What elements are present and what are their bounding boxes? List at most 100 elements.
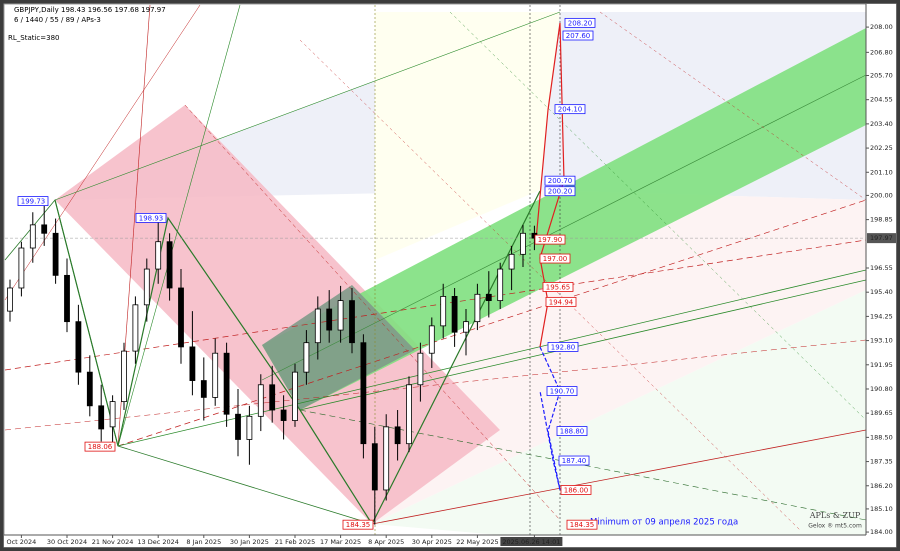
price-label: 198.93 (139, 214, 164, 222)
y-tick-label: 204.55 (870, 96, 893, 104)
price-label-box (17, 196, 49, 206)
price-label: 199.73 (21, 198, 46, 206)
time-highlight (500, 537, 563, 546)
candle-body (417, 352, 424, 386)
price-label-box (546, 386, 578, 396)
price-label: 190.70 (550, 388, 575, 396)
candle-body (41, 224, 48, 234)
candle-body (121, 350, 127, 403)
y-tick-label: 185.10 (870, 505, 893, 513)
candle-body (280, 409, 287, 421)
x-tick-label: 17 Mar 2025 (320, 538, 361, 546)
price-label-box (342, 519, 374, 530)
candle-body (497, 268, 504, 302)
x-tick-label: 2025.06.26 14:01 (502, 538, 560, 546)
note: Minimum от 09 апреля 2025 года (590, 518, 738, 528)
x-tick-label: 30 Jan 2025 (230, 538, 269, 546)
watermark: APLs & ZUP (809, 511, 861, 520)
candle-body (394, 426, 401, 445)
y-tick-label: 202.25 (870, 144, 893, 152)
price-label: 187.40 (562, 457, 587, 465)
price-label: 186.00 (564, 486, 589, 494)
candle-body (178, 287, 184, 348)
x-tick-label: Oct 2024 (6, 538, 36, 546)
y-tick-label: 194.25 (870, 312, 893, 320)
price-label-box (534, 234, 566, 245)
fork-line (4, 4, 201, 301)
y-tick-label: 203.40 (870, 120, 893, 128)
price-label-box (562, 30, 594, 41)
time-axis (4, 535, 896, 547)
candle-body (406, 384, 412, 445)
price-label-box (544, 186, 576, 197)
fork-line (184, 104, 561, 521)
fork-line (449, 11, 867, 421)
x-tick-label: 8 Apr 2025 (368, 538, 404, 546)
candle-body (75, 321, 82, 373)
price-label-box (544, 175, 576, 186)
candle-body (508, 253, 515, 270)
fork-line (299, 409, 867, 521)
price-axis (866, 4, 896, 547)
candle-body (109, 401, 116, 428)
candle-body (98, 405, 105, 430)
settings: 6 / 1440 / 55 / 89 / APs-3 (14, 16, 101, 24)
current-price-box (867, 233, 896, 244)
price-label-box (545, 296, 577, 307)
candle-body (292, 371, 298, 421)
price-label-box (84, 441, 116, 452)
x-tick-label: 30 Oct 2024 (47, 538, 87, 546)
x-tick-label: 30 Apr 2025 (412, 538, 452, 546)
candle-body (474, 293, 481, 323)
price-label: 197.00 (543, 255, 568, 263)
price-label-box (558, 455, 590, 466)
fork-line (4, 339, 867, 431)
price-label-box (135, 213, 167, 223)
y-tick-label: 190.80 (870, 385, 893, 393)
x-tick-label: 21 Feb 2025 (275, 538, 315, 546)
green-channel (262, 28, 866, 410)
x-tick-label: 22 May 2025 (456, 538, 498, 546)
candle-body (223, 352, 230, 415)
median-line (261, 74, 867, 381)
price-label: 207.60 (566, 32, 591, 40)
y-tick-label: 201.10 (870, 168, 893, 176)
y-tick-label: 206.80 (870, 48, 893, 56)
fork-zone (375, 12, 560, 260)
price-label: 208.20 (568, 19, 593, 27)
candle-body (349, 300, 355, 344)
y-tick-label: 195.40 (870, 288, 893, 296)
price-label: 192.80 (551, 343, 576, 351)
x-tick-label: 8 Jan 2025 (186, 538, 221, 546)
price-label-box (566, 519, 598, 530)
candle-body (200, 380, 207, 398)
price-label: 195.65 (546, 283, 571, 291)
candle-body (520, 232, 526, 255)
price-label: 188.06 (88, 443, 113, 451)
candle-body (371, 443, 378, 491)
price-label: 184.35 (346, 521, 371, 529)
price-label: 184.35 (570, 521, 595, 529)
candle-body (314, 308, 321, 344)
price-label-box (564, 17, 596, 28)
overlap-zone (262, 285, 415, 410)
y-tick-label: 189.65 (870, 409, 893, 417)
price-label: 200.20 (548, 188, 573, 196)
candle-body (337, 300, 344, 331)
fork-line (599, 11, 867, 201)
y-tick-label: 205.70 (870, 71, 893, 79)
candle-body (383, 426, 390, 491)
candle-body (326, 308, 333, 331)
price-label-box (554, 104, 586, 115)
price-label: 200.70 (548, 177, 573, 185)
fork-zone (372, 190, 866, 524)
fork-line (54, 11, 561, 201)
candle-body (360, 342, 367, 445)
x-tick-label: 21 Nov 2024 (92, 538, 134, 546)
y-tick-label: 200.00 (870, 191, 893, 199)
y-tick-label: 184.00 (870, 528, 893, 536)
candle-body (440, 296, 447, 327)
price-label-box (542, 282, 574, 292)
pink-channel (55, 105, 500, 524)
